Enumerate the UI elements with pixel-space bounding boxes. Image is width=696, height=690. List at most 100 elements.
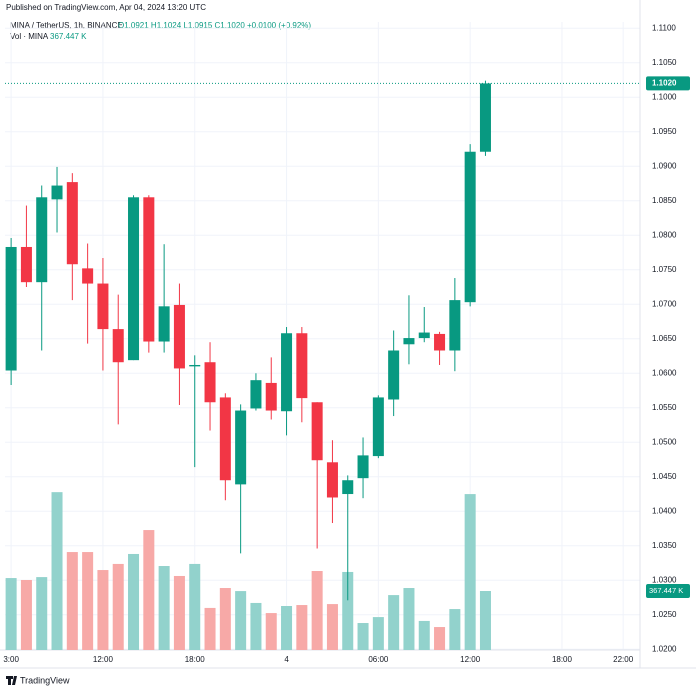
candle-body <box>281 333 293 412</box>
symbol: MINA / TetherUS, 1h, BINANCE <box>10 21 123 30</box>
candle-body <box>66 182 78 265</box>
y-tick-label: 1.0850 <box>652 196 677 205</box>
volume-bar <box>128 553 140 650</box>
y-tick-label: 1.0950 <box>652 127 677 136</box>
y-tick-label: 1.0750 <box>652 265 677 274</box>
volume-bar <box>311 570 323 650</box>
candle-body <box>250 380 262 409</box>
y-tick-label: 1.1000 <box>652 92 677 101</box>
y-tick-label: 1.0600 <box>652 368 677 377</box>
y-tick-label: 1.0200 <box>652 644 677 653</box>
volume-badge <box>646 583 690 598</box>
candle-body <box>219 397 231 481</box>
candle-body <box>311 402 323 461</box>
candle-body <box>189 364 201 367</box>
volume-bar <box>235 591 247 650</box>
candle-body <box>204 362 216 403</box>
volume-bar <box>434 627 446 650</box>
candle-body <box>143 197 155 342</box>
candle-body <box>235 410 247 485</box>
candle-body <box>51 185 63 200</box>
candle-body <box>464 151 476 303</box>
y-tick-label: 1.0650 <box>652 334 677 343</box>
candle-body <box>342 480 354 495</box>
candle-body <box>479 83 491 152</box>
y-tick-label: 1.0400 <box>652 506 677 515</box>
candle-body <box>449 300 461 351</box>
y-tick-label: 1.0800 <box>652 230 677 239</box>
published-note: Published on TradingView.com, Apr 04, 20… <box>6 3 206 12</box>
candle-body <box>112 329 124 363</box>
candle-body <box>97 283 109 330</box>
volume-bar <box>173 575 185 650</box>
x-tick-label: 18:00 <box>185 655 206 664</box>
volume-bar <box>66 552 78 650</box>
ohlc-legend: O1.0921 H1.1024 L1.0915 C1.1020 +0.0100 … <box>118 21 311 30</box>
y-tick-label: 1.0700 <box>652 299 677 308</box>
candle-body <box>418 332 430 339</box>
candle-body <box>5 246 17 371</box>
volume-bar <box>388 595 400 650</box>
volume-badge-label: 367.447 K <box>649 586 683 595</box>
volume-bar <box>219 588 231 650</box>
candle-body <box>173 304 185 369</box>
volume-bar <box>403 588 415 650</box>
volume-bar <box>36 577 48 650</box>
brand-logo <box>6 676 17 685</box>
candle-body <box>265 382 277 411</box>
last-price-label: 1.1020 <box>652 79 677 88</box>
volume-name: Vol · MINA <box>10 32 49 41</box>
volume-bar <box>82 552 94 650</box>
candle-body <box>434 333 446 351</box>
volume-bar <box>158 566 170 650</box>
x-tick-label: 18:00 <box>552 655 573 664</box>
candle-body <box>403 338 415 345</box>
y-tick-label: 1.1100 <box>652 23 676 32</box>
volume-bar <box>20 579 32 650</box>
plot-layer: 1.0200 1.0250 1.0300 1.0350 1.0400 1.0450 1.05… <box>0 0 690 668</box>
volume-bar <box>296 605 308 650</box>
volume-bar <box>51 492 63 650</box>
y-tick-label: 1.0300 <box>652 575 677 584</box>
volume-bar <box>265 613 277 650</box>
candle-body <box>296 333 308 399</box>
candle-body <box>20 246 32 283</box>
y-tick-label: 1.0450 <box>652 472 677 481</box>
candle-body <box>158 306 170 342</box>
candle-body <box>372 397 384 457</box>
candle-body <box>388 350 400 400</box>
brand: TradingView <box>20 675 70 685</box>
x-tick-label: 12:00 <box>93 655 114 664</box>
volume-bar <box>464 494 476 650</box>
candle-body <box>36 197 48 283</box>
volume-bar <box>479 590 491 650</box>
candle-body <box>326 462 338 498</box>
candle-body <box>357 455 369 479</box>
volume-bar <box>418 620 430 650</box>
x-tick-label: 12:00 <box>460 655 481 664</box>
volume-bar <box>449 609 461 650</box>
y-tick-label: 1.0550 <box>652 403 677 412</box>
volume-legend: 367.447 K <box>50 32 87 41</box>
x-tick-label: 22:00 <box>613 655 634 664</box>
y-tick-label: 1.0500 <box>652 437 677 446</box>
volume-bar <box>5 578 17 650</box>
y-tick-label: 1.0900 <box>652 161 677 170</box>
candle-body <box>128 197 140 361</box>
candle-body <box>82 268 94 284</box>
volume-bar <box>250 602 262 650</box>
volume-bar <box>143 530 155 650</box>
last-price-badge <box>646 76 690 91</box>
x-tick-label: 06:00 <box>368 655 389 664</box>
volume-bar <box>342 571 354 650</box>
volume-bar <box>189 563 201 650</box>
volume-bar <box>112 563 124 650</box>
volume-bar <box>97 570 109 650</box>
volume-bar <box>326 604 338 650</box>
volume-bar <box>357 623 369 650</box>
volume-bar <box>281 606 293 650</box>
y-tick-label: 1.0250 <box>652 610 677 619</box>
volume-bar <box>372 617 384 650</box>
x-tick-label: 3:00 <box>3 655 19 664</box>
